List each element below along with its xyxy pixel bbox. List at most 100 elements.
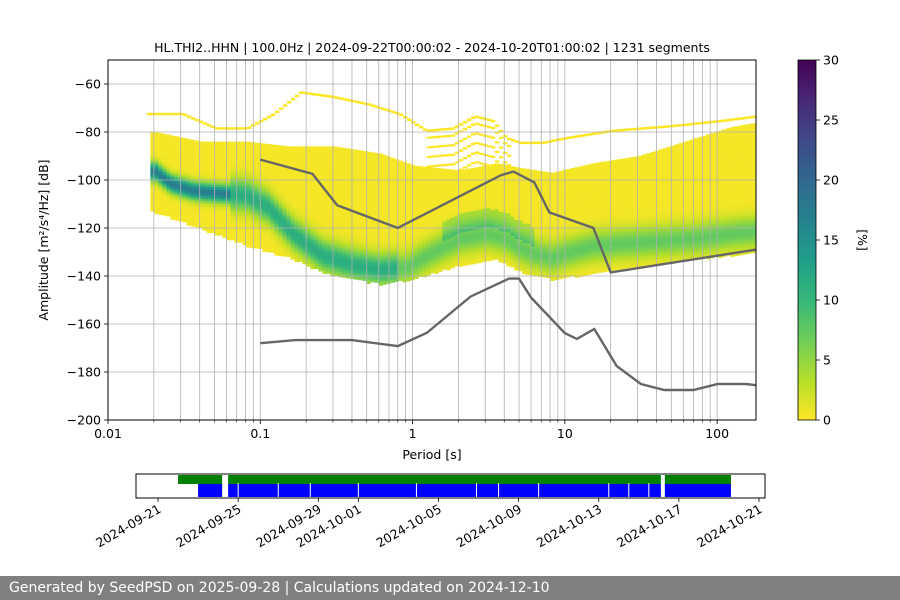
heatmap-cell (446, 195, 451, 199)
heatmap-cell (526, 185, 531, 189)
heatmap-cell (286, 189, 291, 193)
heatmap-cell (190, 209, 195, 212)
heatmap-cell (422, 231, 427, 235)
heatmap-cell (550, 196, 555, 200)
heatmap-cell (550, 278, 555, 281)
heatmap-cell (362, 172, 367, 176)
heatmap-cell (186, 220, 191, 224)
heatmap-cell (466, 168, 471, 172)
heatmap-cell (486, 181, 491, 185)
heatmap-cell (242, 223, 247, 226)
heatmap-cell (246, 160, 251, 164)
heatmap-cell (370, 221, 375, 225)
heatmap-cell (362, 155, 367, 159)
heatmap-cell (150, 177, 155, 181)
heatmap-cell (322, 240, 327, 243)
heatmap-cell (506, 184, 511, 188)
heatmap-cell (522, 247, 527, 251)
heatmap-cell (294, 177, 299, 181)
heatmap-cell (518, 177, 523, 181)
heatmap-cell (586, 169, 591, 172)
heatmap-cell (398, 172, 403, 176)
heatmap-cell (594, 230, 599, 233)
heatmap-cell (274, 233, 279, 237)
heatmap-cell (490, 190, 495, 194)
heatmap-cell (154, 141, 159, 145)
heatmap-cell (442, 204, 447, 208)
heatmap-cell (370, 229, 375, 232)
heatmap-cell (382, 166, 387, 170)
heatmap-cell (578, 235, 583, 239)
heatmap-cell (422, 241, 427, 244)
heatmap-cell (582, 191, 587, 195)
heatmap-cell (346, 177, 351, 180)
heatmap-cell (306, 228, 311, 231)
heatmap-cell (266, 244, 271, 248)
heatmap-cell (450, 196, 455, 199)
heatmap-cell (306, 160, 311, 164)
heatmap-cell (526, 262, 531, 266)
heatmap-cell (310, 206, 315, 210)
heatmap-cell (154, 196, 159, 200)
heatmap-cell (342, 241, 347, 245)
heatmap-cell (554, 188, 559, 192)
heatmap-cell (446, 171, 451, 175)
heatmap-cell (402, 174, 407, 177)
heatmap-cell (590, 201, 595, 205)
heatmap-cell (342, 239, 347, 242)
heatmap-cell (266, 208, 271, 212)
heatmap-cell (586, 174, 591, 177)
heatmap-cell (370, 169, 375, 172)
heatmap-cell (194, 181, 199, 184)
heatmap-cell (406, 278, 411, 282)
heatmap-cell (326, 252, 331, 255)
heatmap-cell (390, 162, 395, 166)
heatmap-cell (514, 207, 519, 211)
heatmap-cell (254, 161, 259, 165)
heatmap-cell (378, 167, 383, 171)
heatmap-cell (214, 196, 219, 200)
heatmap-cell (302, 254, 307, 258)
heatmap-cell (434, 263, 439, 267)
heatmap-cell (362, 266, 367, 269)
heatmap-cell (458, 235, 463, 238)
heatmap-cell (598, 183, 603, 187)
heatmap-cell (378, 172, 383, 176)
heatmap-cell (282, 222, 287, 226)
heatmap-cell (434, 184, 439, 188)
heatmap-cell (222, 151, 227, 154)
heatmap-cell (154, 160, 159, 164)
heatmap-cell (286, 153, 291, 157)
heatmap-cell (218, 177, 223, 181)
heatmap-cell (498, 259, 503, 263)
heatmap-cell (254, 173, 259, 177)
heatmap-cell (490, 209, 495, 213)
chart-title: HL.THI2..HHN | 100.0Hz | 2024-09-22T00:0… (154, 40, 710, 55)
heatmap-cell (322, 182, 327, 186)
heatmap-cell (170, 197, 175, 201)
heatmap-cell (370, 205, 375, 208)
heatmap-cell (346, 218, 351, 221)
heatmap-cell (418, 195, 423, 198)
heatmap-cell (446, 173, 451, 177)
heatmap-cell (346, 210, 351, 214)
heatmap-cell (166, 187, 171, 191)
heatmap-cell (354, 224, 359, 227)
heatmap-cell (494, 192, 499, 195)
heatmap-cell (582, 201, 587, 204)
heatmap-cell (286, 194, 291, 197)
heatmap-cell (434, 179, 439, 183)
heatmap-cell (534, 180, 539, 183)
heatmap-cell (394, 212, 399, 215)
heatmap-cell (334, 213, 339, 217)
heatmap-cell (238, 240, 243, 243)
heatmap-cell (354, 217, 359, 220)
heatmap-cell (382, 234, 387, 237)
heatmap-cell (426, 198, 431, 201)
heatmap-cell (186, 138, 191, 142)
heatmap-cell (594, 266, 599, 269)
heatmap-cell (162, 160, 167, 163)
heatmap-cell (554, 193, 559, 197)
heatmap-cell (510, 228, 515, 232)
heatmap-cell (394, 233, 399, 237)
